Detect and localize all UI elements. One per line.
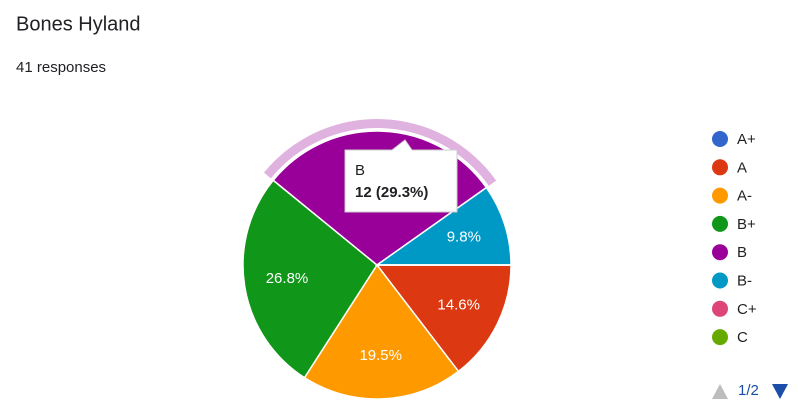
legend: A+ A A- B+ B B- C+ C: [712, 131, 757, 346]
legend-swatch: [712, 187, 728, 204]
legend-label: A+: [737, 131, 756, 148]
page-indicator: 1/2: [738, 382, 759, 399]
slice-label: 14.6%: [437, 296, 480, 313]
legend-label: B: [737, 244, 747, 261]
pie-slice: [375, 264, 512, 373]
pie-slice: [303, 263, 460, 400]
page-up[interactable]: [712, 384, 728, 399]
legend-swatch: [712, 215, 728, 232]
slice-label: 26.8%: [266, 270, 309, 287]
tooltip-value: 12 (29.3%): [355, 184, 428, 201]
pie-slice: [374, 186, 512, 266]
chart-title: Bones Hyland: [16, 13, 141, 35]
legend-swatch: [712, 300, 728, 317]
legend-pager: 1/2: [712, 382, 788, 399]
legend-label: C: [737, 329, 748, 346]
legend-label: B+: [737, 216, 756, 233]
legend-label: C+: [737, 301, 757, 318]
pie-slice: [242, 179, 378, 379]
legend-swatch: [712, 272, 728, 289]
legend-swatch: [712, 329, 728, 346]
tooltip-category: B: [355, 162, 365, 179]
legend-swatch: [712, 244, 728, 261]
legend-label: B-: [737, 272, 752, 289]
slice-label: 9.8%: [447, 228, 481, 245]
tooltip: B 12 (29.3%): [344, 139, 458, 213]
legend-label: A: [737, 159, 747, 176]
tooltip-box: [344, 139, 458, 213]
slice-highlight: [263, 118, 497, 186]
page-down[interactable]: [772, 384, 788, 399]
slice-label: 19.5%: [359, 347, 402, 364]
response-count: 41 responses: [16, 59, 106, 76]
legend-swatch: [712, 131, 728, 147]
legend-label: A-: [737, 188, 752, 205]
legend-swatch: [712, 159, 728, 176]
